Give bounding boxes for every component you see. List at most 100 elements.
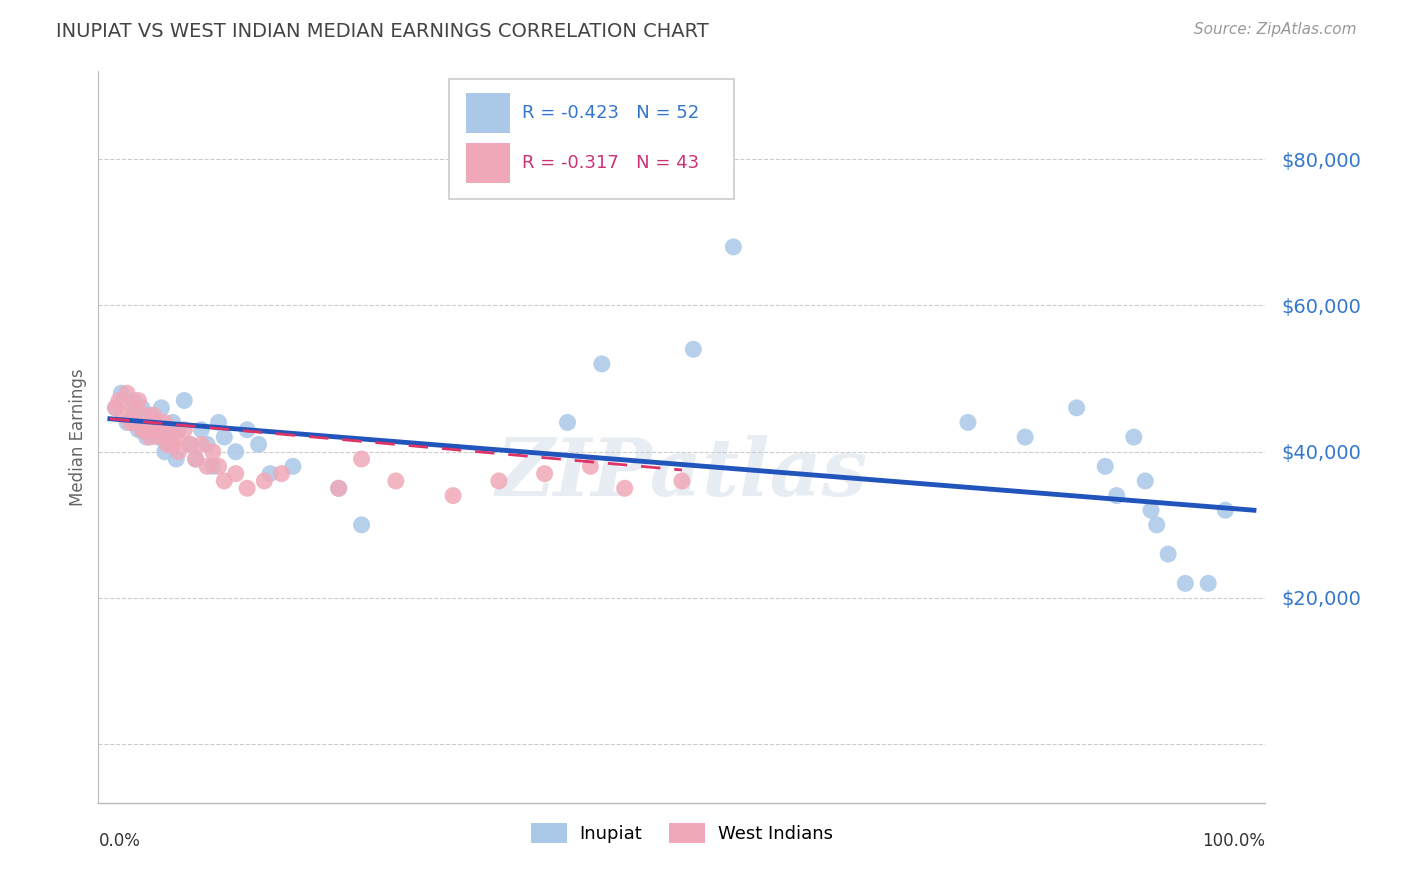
Point: [124, 416, 146, 430]
Point: [167, 444, 190, 458]
Point: [201, 459, 224, 474]
Point: [127, 393, 149, 408]
Point: [153, 444, 176, 458]
Point: [124, 408, 146, 422]
Point: [157, 423, 180, 437]
Point: [214, 474, 236, 488]
Point: [131, 423, 153, 437]
Point: [1174, 576, 1197, 591]
Point: [135, 423, 157, 437]
Point: [613, 481, 636, 495]
Point: [112, 408, 135, 422]
Text: R = -0.317   N = 43: R = -0.317 N = 43: [522, 153, 699, 172]
FancyBboxPatch shape: [449, 78, 734, 200]
Point: [385, 474, 408, 488]
Point: [167, 423, 190, 437]
Point: [270, 467, 292, 481]
Point: [328, 481, 350, 495]
Point: [142, 408, 165, 422]
Point: [1094, 459, 1116, 474]
Point: [156, 437, 179, 451]
Point: [110, 386, 132, 401]
Point: [184, 452, 207, 467]
Point: [139, 430, 162, 444]
Point: [190, 423, 212, 437]
Point: [104, 401, 127, 415]
Point: [214, 430, 236, 444]
Point: [236, 423, 259, 437]
Y-axis label: Median Earnings: Median Earnings: [69, 368, 87, 506]
Point: [1066, 401, 1088, 415]
Bar: [465, 143, 510, 183]
Point: [1146, 517, 1168, 532]
Point: [153, 416, 176, 430]
Point: [1140, 503, 1163, 517]
Point: [150, 430, 173, 444]
Point: [179, 437, 201, 451]
Point: [956, 416, 979, 430]
Point: [173, 423, 195, 437]
Point: [671, 474, 693, 488]
Point: [533, 467, 555, 481]
Point: [108, 393, 131, 408]
Point: [207, 416, 229, 430]
Point: [131, 401, 153, 415]
Point: [162, 437, 184, 451]
Point: [201, 444, 224, 458]
Point: [127, 423, 149, 437]
Point: [165, 430, 187, 444]
Point: [150, 401, 173, 415]
Point: [207, 459, 229, 474]
Legend: Inupiat, West Indians: Inupiat, West Indians: [522, 814, 842, 852]
Bar: [465, 93, 510, 133]
Point: [115, 416, 138, 430]
Point: [146, 430, 169, 444]
Point: [121, 401, 143, 415]
Point: [441, 489, 464, 503]
Point: [135, 430, 157, 444]
Point: [115, 386, 138, 401]
Point: [165, 452, 187, 467]
Point: [1105, 489, 1128, 503]
Point: [259, 467, 281, 481]
Point: [179, 437, 201, 451]
Point: [682, 343, 704, 357]
Point: [247, 437, 270, 451]
Point: [723, 240, 745, 254]
Point: [173, 393, 195, 408]
Point: [195, 437, 218, 451]
Point: [1135, 474, 1157, 488]
Point: [328, 481, 350, 495]
Point: [162, 416, 184, 430]
Point: [190, 437, 212, 451]
Point: [591, 357, 613, 371]
Text: INUPIAT VS WEST INDIAN MEDIAN EARNINGS CORRELATION CHART: INUPIAT VS WEST INDIAN MEDIAN EARNINGS C…: [56, 22, 709, 41]
Text: Source: ZipAtlas.com: Source: ZipAtlas.com: [1194, 22, 1357, 37]
Point: [225, 444, 247, 458]
Point: [146, 416, 169, 430]
Point: [139, 408, 162, 422]
Point: [1122, 430, 1144, 444]
Point: [156, 423, 179, 437]
Point: [104, 401, 127, 415]
Point: [195, 459, 218, 474]
Point: [557, 416, 579, 430]
Point: [225, 467, 247, 481]
Point: [1215, 503, 1237, 517]
Text: ZIPatlas: ZIPatlas: [496, 435, 868, 512]
Point: [281, 459, 304, 474]
Point: [121, 393, 143, 408]
Point: [1197, 576, 1219, 591]
Text: 100.0%: 100.0%: [1202, 832, 1265, 850]
Point: [184, 452, 207, 467]
Point: [350, 517, 373, 532]
Point: [134, 408, 156, 422]
Point: [142, 423, 165, 437]
Point: [488, 474, 510, 488]
Point: [579, 459, 602, 474]
Text: R = -0.423   N = 52: R = -0.423 N = 52: [522, 104, 699, 122]
Point: [253, 474, 276, 488]
Point: [145, 416, 167, 430]
Point: [157, 437, 180, 451]
Point: [1014, 430, 1036, 444]
